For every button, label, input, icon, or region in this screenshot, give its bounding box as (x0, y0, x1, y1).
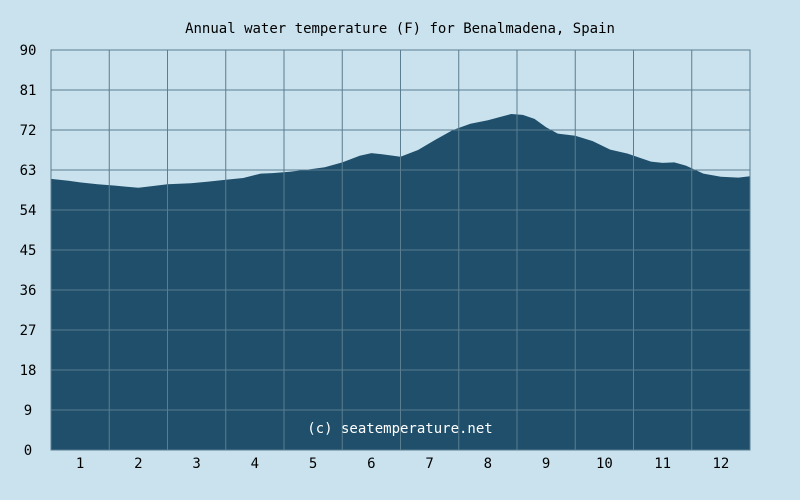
x-tick-label: 1 (76, 456, 84, 472)
y-tick-label: 90 (20, 43, 37, 59)
x-tick-label: 10 (596, 456, 613, 472)
y-tick-label: 27 (20, 323, 37, 339)
x-tick-label: 6 (367, 456, 375, 472)
y-axis-ticks: 0 9 18 27 36 45 54 63 72 81 90 (20, 43, 37, 459)
x-tick-label: 4 (251, 456, 259, 472)
x-tick-label: 12 (712, 456, 729, 472)
x-axis-ticks: 1 2 3 4 5 6 7 8 9 10 11 12 (76, 456, 729, 472)
y-tick-label: 81 (20, 83, 37, 99)
y-tick-label: 18 (20, 363, 37, 379)
plot-frame (50, 49, 751, 451)
x-tick-label: 11 (654, 456, 671, 472)
y-tick-label: 0 (24, 443, 32, 459)
watermark: (c) seatemperature.net (307, 421, 492, 437)
x-tick-label: 2 (134, 456, 142, 472)
x-tick-label: 5 (309, 456, 317, 472)
x-tick-label: 7 (425, 456, 433, 472)
chart-title: Annual water temperature (F) for Benalma… (185, 21, 615, 37)
x-tick-label: 3 (192, 456, 200, 472)
y-tick-label: 9 (24, 403, 32, 419)
y-tick-label: 45 (20, 243, 37, 259)
x-tick-label: 9 (542, 456, 550, 472)
y-tick-label: 54 (20, 203, 37, 219)
x-tick-label: 8 (484, 456, 492, 472)
y-tick-label: 36 (20, 283, 37, 299)
y-tick-label: 72 (20, 123, 37, 139)
y-tick-label: 63 (20, 163, 37, 179)
